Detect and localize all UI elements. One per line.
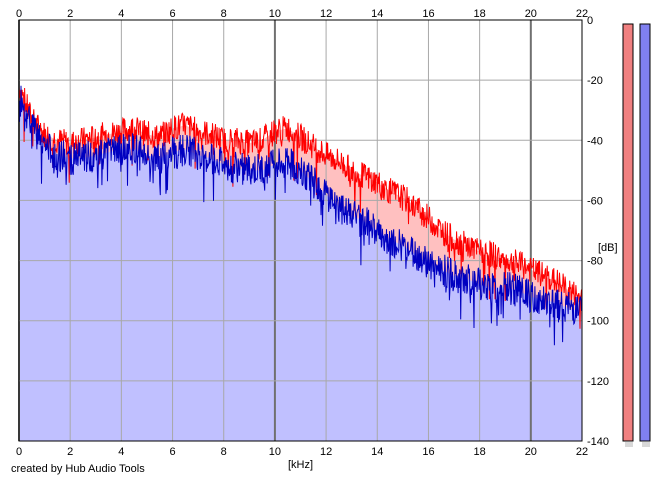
x-tick-label-top: 8 — [221, 8, 227, 20]
level-meter-2 — [639, 23, 651, 442]
x-tick-label-bottom: 8 — [221, 446, 227, 458]
x-tick-label-top: 4 — [118, 8, 124, 20]
level-meter-1 — [622, 23, 634, 442]
y-tick-label: 0 — [587, 15, 593, 27]
x-tick-label-bottom: 4 — [118, 446, 124, 458]
y-tick-label: -140 — [587, 436, 609, 448]
y-tick-label: -20 — [587, 75, 603, 87]
x-tick-label-bottom: 14 — [371, 446, 383, 458]
x-tick-label-top: 6 — [169, 8, 175, 20]
x-tick-label-top: 10 — [269, 8, 281, 20]
level-meters — [622, 23, 651, 447]
x-tick-label-bottom: 18 — [474, 446, 486, 458]
tick-labels: 002244668810101212141416161818202022220-… — [16, 8, 609, 458]
series-2-line — [18, 85, 583, 346]
x-tick-label-bottom: 22 — [576, 446, 588, 458]
x-tick-label-bottom: 20 — [525, 446, 537, 458]
x-tick-label-bottom: 10 — [269, 446, 281, 458]
series-1-line — [18, 86, 583, 329]
x-tick-label-top: 18 — [474, 8, 486, 20]
x-tick-label-bottom: 0 — [16, 446, 22, 458]
x-tick-label-top: 14 — [371, 8, 383, 20]
y-tick-label: -80 — [587, 256, 603, 268]
x-tick-label-top: 2 — [67, 8, 73, 20]
y-tick-label: -40 — [587, 135, 603, 147]
y-axis-label: [dB] — [598, 242, 618, 254]
x-tick-label-bottom: 6 — [169, 446, 175, 458]
level-meter-base-2 — [642, 442, 650, 447]
y-tick-label: -60 — [587, 195, 603, 207]
x-tick-label-top: 0 — [16, 8, 22, 20]
x-tick-label-bottom: 16 — [422, 446, 434, 458]
x-tick-label-top: 16 — [422, 8, 434, 20]
y-tick-label: -120 — [587, 376, 609, 388]
x-tick-label-top: 12 — [320, 8, 332, 20]
y-tick-label: -100 — [587, 316, 609, 328]
x-tick-label-top: 22 — [576, 8, 588, 20]
x-tick-label-top: 20 — [525, 8, 537, 20]
series-layer — [18, 19, 583, 442]
credit-text: created by Hub Audio Tools — [11, 463, 145, 475]
x-axis-label: [kHz] — [288, 459, 313, 471]
x-tick-label-bottom: 12 — [320, 446, 332, 458]
plot-frame — [18, 19, 583, 442]
x-tick-label-bottom: 2 — [67, 446, 73, 458]
level-meter-base-1 — [625, 442, 633, 447]
